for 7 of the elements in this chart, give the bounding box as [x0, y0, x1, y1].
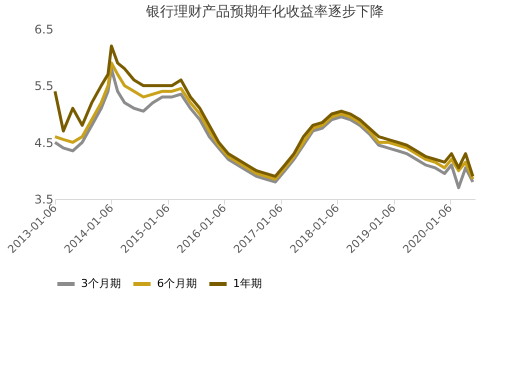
y-tick-label: 6.5: [34, 22, 54, 36]
legend-label: 3个月期: [81, 277, 121, 290]
legend-label: 1年期: [233, 277, 262, 290]
legend-label: 6个月期: [157, 277, 197, 290]
y-tick-label: 4.5: [34, 136, 54, 150]
y-tick-label: 5.5: [34, 79, 54, 94]
chart-title: 银行理财产品预期年化收益率逐步下降: [145, 4, 384, 20]
